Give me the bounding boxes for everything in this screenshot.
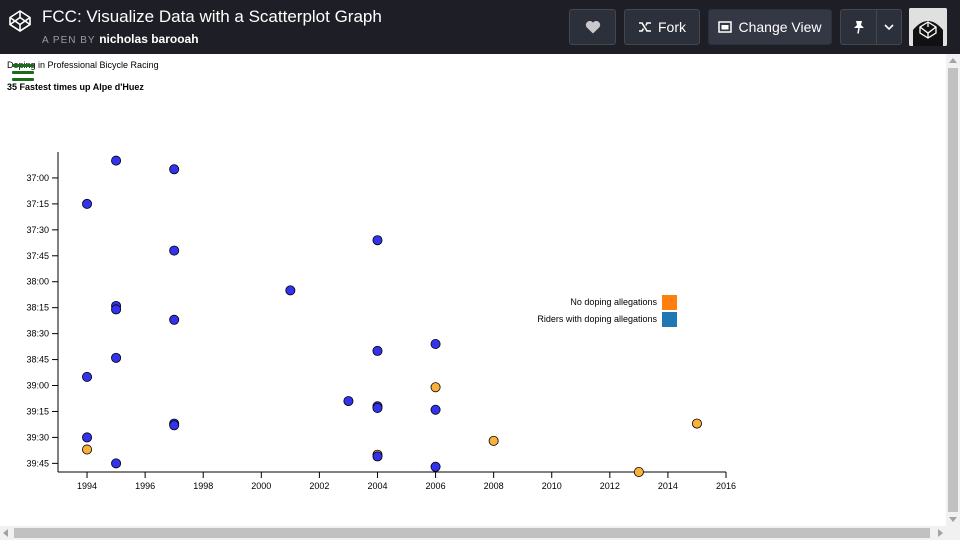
- y-tick-label: 37:15: [26, 199, 49, 209]
- data-point-doping[interactable]: [343, 396, 354, 407]
- top-bar: FCC: Visualize Data with a Scatterplot G…: [0, 0, 960, 54]
- y-tick-label: 37:00: [26, 173, 49, 183]
- scroll-down-arrow[interactable]: [949, 517, 957, 522]
- x-tick-label: 1998: [193, 481, 213, 491]
- y-tick-label: 39:00: [26, 381, 49, 391]
- x-tick-label: 2006: [426, 481, 446, 491]
- x-tick-label: 2008: [484, 481, 504, 491]
- change-view-icon: [718, 21, 733, 33]
- fork-icon: [639, 22, 651, 32]
- vertical-scroll-thumb[interactable]: [948, 68, 958, 512]
- data-point-doping[interactable]: [111, 352, 122, 363]
- heart-button[interactable]: [569, 9, 616, 45]
- y-tick-label: 38:30: [26, 329, 49, 339]
- data-point-doping[interactable]: [169, 164, 180, 175]
- chart-title: Doping in Professional Bicycle Racing: [7, 60, 159, 70]
- y-tick-label: 37:45: [26, 251, 49, 261]
- x-tick-label: 1994: [77, 481, 97, 491]
- x-tick-label: 2014: [658, 481, 678, 491]
- scroll-up-arrow[interactable]: [949, 58, 957, 63]
- data-point-doping[interactable]: [372, 402, 383, 413]
- x-tick-label: 2002: [309, 481, 329, 491]
- data-point-doping[interactable]: [82, 198, 93, 209]
- data-point-doping[interactable]: [372, 345, 383, 356]
- pen-title: FCC: Visualize Data with a Scatterplot G…: [42, 7, 382, 26]
- data-point-doping[interactable]: [82, 432, 93, 443]
- data-point-doping[interactable]: [430, 404, 441, 415]
- data-point-no-doping[interactable]: [633, 466, 644, 477]
- data-point-doping[interactable]: [430, 461, 441, 472]
- legend-swatch-doping: [662, 312, 677, 327]
- x-tick-label: 2010: [542, 481, 562, 491]
- data-point-doping[interactable]: [82, 371, 93, 382]
- data-point-doping[interactable]: [169, 314, 180, 325]
- x-tick-label: 2016: [716, 481, 736, 491]
- y-tick-label: 38:45: [26, 355, 49, 365]
- fork-label: Fork: [658, 19, 686, 35]
- pin-dropdown-button[interactable]: [876, 9, 902, 45]
- x-tick-label: 2000: [251, 481, 271, 491]
- legend-swatch-no-doping: [662, 295, 677, 310]
- x-tick-label: 1996: [135, 481, 155, 491]
- x-tick-label: 2012: [600, 481, 620, 491]
- y-tick-label: 38:00: [26, 277, 49, 287]
- menu-icon[interactable]: [12, 64, 34, 82]
- data-point-doping[interactable]: [430, 338, 441, 349]
- scroll-left-arrow[interactable]: [3, 529, 8, 537]
- chart-subtitle: 35 Fastest times up Alpe d'Huez: [7, 82, 144, 92]
- codepen-logo-icon[interactable]: [8, 9, 32, 33]
- legend-label-no-doping: No doping allegations: [570, 297, 657, 307]
- legend-label-doping: Riders with doping allegations: [537, 314, 657, 324]
- data-point-no-doping[interactable]: [488, 435, 499, 446]
- by-label: A PEN BY: [42, 35, 96, 46]
- data-point-doping[interactable]: [111, 458, 122, 469]
- vertical-scrollbar[interactable]: [946, 54, 960, 526]
- author-link[interactable]: nicholas barooah: [99, 32, 199, 46]
- y-tick-label: 39:45: [26, 458, 49, 468]
- data-point-doping[interactable]: [169, 245, 180, 256]
- data-point-doping[interactable]: [285, 285, 296, 296]
- data-point-doping[interactable]: [111, 304, 122, 315]
- pen-preview: Doping in Professional Bicycle Racing 35…: [0, 54, 946, 526]
- fork-button[interactable]: Fork: [624, 9, 700, 45]
- data-point-doping[interactable]: [169, 420, 180, 431]
- change-view-label: Change View: [738, 19, 822, 35]
- horizontal-scrollbar[interactable]: [0, 526, 960, 540]
- data-point-doping[interactable]: [372, 451, 383, 462]
- y-tick-label: 38:15: [26, 303, 49, 313]
- pin-button[interactable]: [840, 9, 877, 45]
- y-tick-label: 37:30: [26, 225, 49, 235]
- data-point-doping[interactable]: [372, 235, 383, 246]
- y-tick-label: 39:30: [26, 432, 49, 442]
- scroll-right-arrow[interactable]: [938, 529, 943, 537]
- horizontal-scroll-thumb[interactable]: [14, 528, 930, 538]
- data-point-doping[interactable]: [111, 155, 122, 166]
- chevron-down-icon: [884, 24, 894, 30]
- change-view-button[interactable]: Change View: [708, 9, 832, 45]
- data-point-no-doping[interactable]: [82, 444, 93, 455]
- data-point-no-doping[interactable]: [430, 382, 441, 393]
- y-tick-label: 39:15: [26, 406, 49, 416]
- scatter-chart: 1994 1996 1998 2000 2002 2004 2006 2008 2010 2012…: [26, 152, 736, 491]
- x-tick-label: 2004: [367, 481, 387, 491]
- avatar[interactable]: [909, 8, 947, 46]
- pen-author-line: A PEN BY nicholas barooah: [42, 32, 199, 46]
- pin-icon: [853, 21, 864, 34]
- heart-icon: [585, 20, 600, 34]
- data-point-no-doping[interactable]: [691, 418, 702, 429]
